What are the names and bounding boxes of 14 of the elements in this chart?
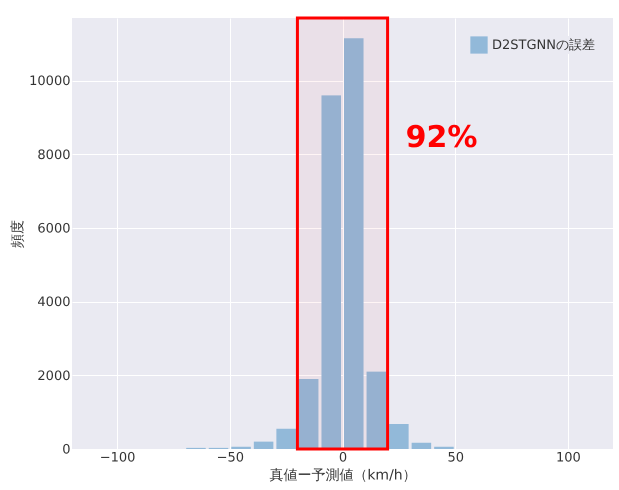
x-tick-label: −100 <box>100 450 136 466</box>
x-tick-label: −50 <box>216 450 244 466</box>
legend-label: D2STGNNの誤差 <box>492 38 595 53</box>
y-tick-label: 4000 <box>37 295 70 310</box>
y-tick-label: 2000 <box>37 368 70 384</box>
x-tick-label: 100 <box>556 450 581 466</box>
x-tick-label: 50 <box>447 450 464 466</box>
band-label: 92% <box>406 120 478 155</box>
y-tick-label: 10000 <box>29 74 70 90</box>
y-axis-title: 頻度 <box>10 220 26 248</box>
y-tick-label: 6000 <box>37 221 70 236</box>
y-tick-label: 8000 <box>37 148 70 163</box>
x-tick-label: 0 <box>338 450 348 466</box>
x-axis-title: 真値ー予測値（km/h） <box>269 468 417 484</box>
